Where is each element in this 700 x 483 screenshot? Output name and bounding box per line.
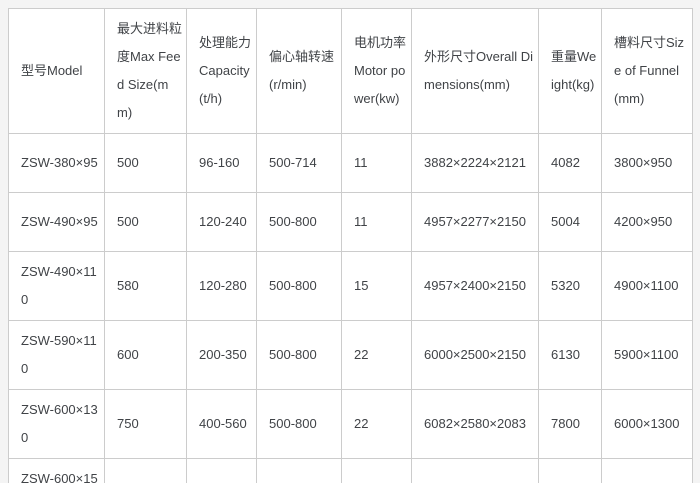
cell-model: ZSW-490×110	[8, 251, 105, 321]
cell-eccentric_shaft_speed: 500-714	[256, 133, 342, 193]
cell-capacity: 96-160	[186, 133, 257, 193]
column-header-motor-power: 电机功率Motor power(kw)	[341, 8, 412, 134]
cell-capacity: 200-350	[186, 320, 257, 390]
column-header-funnel-size: 槽料尺寸Size of Funnel(mm)	[601, 8, 693, 134]
cell-eccentric_shaft_speed: 500-800	[256, 320, 342, 390]
cell-model: ZSW-490×95	[8, 192, 105, 252]
cell-overall_dimensions: 4957×2277×2150	[411, 192, 539, 252]
cell-funnel_size: 4200×950	[601, 192, 693, 252]
cell-motor_power: 22	[341, 320, 412, 390]
cell-max_feed_size: 600	[104, 320, 187, 390]
table-row: ZSW-600×130 750 400-560 500-800 22 6082×2580×…	[8, 389, 693, 459]
cell-funnel_size: 5900×1100	[601, 320, 693, 390]
cell-max_feed_size: 500	[104, 192, 187, 252]
spec-table-body: ZSW-380×95 500 96-160 500-714 11 3882×2224×21…	[8, 133, 693, 483]
cell-max_feed_size: 580	[104, 251, 187, 321]
cell-max_feed_size: 500	[104, 133, 187, 193]
cell-weight: 6130	[538, 320, 602, 390]
table-row: ZSW-490×110 580 120-280 500-800 15 4957×2400×…	[8, 251, 693, 321]
cell-funnel_size: 6000×1500	[601, 458, 693, 483]
cell-funnel_size: 4900×1100	[601, 251, 693, 321]
cell-weight: 5320	[538, 251, 602, 321]
cell-motor_power: 30	[341, 458, 412, 483]
column-header-capacity: 处理能力Capacity(t/h)	[186, 8, 257, 134]
cell-weight: 4082	[538, 133, 602, 193]
cell-eccentric_shaft_speed: 500-800	[256, 458, 342, 483]
cell-model: ZSW-600×130	[8, 389, 105, 459]
cell-eccentric_shaft_speed: 500-800	[256, 251, 342, 321]
cell-capacity: 120-280	[186, 251, 257, 321]
cell-weight: 5004	[538, 192, 602, 252]
spec-table: 型号Model 最大进料粒度Max Feed Size(mm) 处理能力Capa…	[8, 8, 693, 483]
cell-overall_dimensions: 4957×2400×2150	[411, 251, 539, 321]
cell-model: ZSW-380×95	[8, 133, 105, 193]
table-row: ZSW-590×110 600 200-350 500-800 22 6000×2500×…	[8, 320, 693, 390]
spec-table-header: 型号Model 最大进料粒度Max Feed Size(mm) 处理能力Capa…	[8, 8, 693, 134]
cell-capacity: 120-240	[186, 192, 257, 252]
cell-funnel_size: 3800×950	[601, 133, 693, 193]
cell-overall_dimensions: 6627×2780×3068	[411, 458, 539, 483]
cell-eccentric_shaft_speed: 500-800	[256, 389, 342, 459]
cell-weight: 7800	[538, 389, 602, 459]
cell-overall_dimensions: 6000×2500×2150	[411, 320, 539, 390]
header-row: 型号Model 最大进料粒度Max Feed Size(mm) 处理能力Capa…	[8, 8, 693, 134]
table-row: ZSW-490×95 500 120-240 500-800 11 4957×2277×2…	[8, 192, 693, 252]
cell-model: ZSW-590×110	[8, 320, 105, 390]
cell-model: ZSW-600×150	[8, 458, 105, 483]
column-header-model: 型号Model	[8, 8, 105, 134]
column-header-weight: 重量Weight(kg)	[538, 8, 602, 134]
cell-motor_power: 15	[341, 251, 412, 321]
column-header-max-feed-size: 最大进料粒度Max Feed Size(mm)	[104, 8, 187, 134]
cell-motor_power: 22	[341, 389, 412, 459]
cell-overall_dimensions: 6082×2580×2083	[411, 389, 539, 459]
table-row: ZSW-600×1501000800500-800306627×2780×306…	[8, 458, 693, 483]
cell-max_feed_size: 1000	[104, 458, 187, 483]
cell-capacity: 400-560	[186, 389, 257, 459]
cell-motor_power: 11	[341, 192, 412, 252]
cell-capacity: 800	[186, 458, 257, 483]
table-row: ZSW-380×95 500 96-160 500-714 11 3882×2224×21…	[8, 133, 693, 193]
cell-motor_power: 11	[341, 133, 412, 193]
cell-max_feed_size: 750	[104, 389, 187, 459]
column-header-overall-dimensions: 外形尺寸Overall Dimensions(mm)	[411, 8, 539, 134]
cell-weight: 9800	[538, 458, 602, 483]
cell-funnel_size: 6000×1300	[601, 389, 693, 459]
cell-eccentric_shaft_speed: 500-800	[256, 192, 342, 252]
cell-overall_dimensions: 3882×2224×2121	[411, 133, 539, 193]
column-header-eccentric-shaft-speed: 偏心轴转速(r/min)	[256, 8, 342, 134]
